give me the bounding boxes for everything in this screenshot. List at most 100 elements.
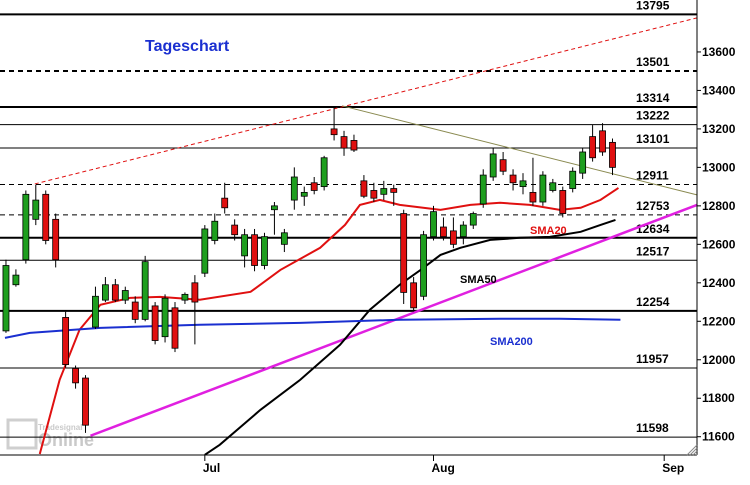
- candle-body: [121, 290, 129, 301]
- candle-body: [191, 282, 199, 303]
- level-label: 13314: [636, 91, 670, 105]
- candle-body: [141, 261, 149, 320]
- candle-body: [290, 176, 298, 201]
- x-tick-label: Aug: [432, 461, 455, 475]
- sma-label: SMA50: [460, 274, 497, 286]
- candle-body: [350, 140, 358, 151]
- trendline: [341, 105, 698, 196]
- candle-body: [549, 182, 557, 191]
- y-tick-label: 12400: [702, 276, 736, 290]
- candle-body: [459, 224, 467, 238]
- candle-body: [52, 218, 60, 261]
- level-label: 12634: [636, 222, 670, 236]
- hatch-line: [686, 444, 698, 456]
- candle-body: [559, 190, 567, 214]
- sma-line: [4, 317, 621, 339]
- candle-body: [271, 205, 278, 211]
- candle-body: [380, 188, 388, 195]
- candle-body: [62, 317, 70, 365]
- level-label: 12254: [636, 295, 670, 309]
- candle-body: [370, 190, 378, 199]
- candle-body: [251, 234, 258, 266]
- level-label: 11957: [636, 352, 669, 366]
- level-label: 12911: [636, 169, 669, 183]
- y-tick-label: 12200: [702, 314, 736, 328]
- level-label: 12753: [636, 199, 670, 213]
- candle-body: [111, 284, 119, 301]
- candle-body: [12, 274, 20, 286]
- candle-body: [430, 211, 437, 238]
- hatch-line: [689, 447, 698, 456]
- candle-body: [489, 153, 497, 178]
- candle-body: [280, 232, 288, 245]
- candle-body: [92, 295, 99, 328]
- x-tick-label: Sep: [662, 461, 684, 475]
- chart-title: Tageschart: [145, 38, 230, 55]
- candle-body: [261, 236, 268, 266]
- candle-body: [440, 226, 447, 238]
- sma-label: SMA200: [490, 336, 533, 348]
- candle-body: [479, 174, 487, 205]
- candle-body: [101, 284, 109, 301]
- candle-body: [32, 199, 40, 220]
- candle-body: [410, 282, 418, 309]
- candle-body: [579, 151, 587, 174]
- y-tick-label: 12000: [702, 353, 736, 367]
- candle-body: [390, 188, 398, 193]
- candle-body: [201, 228, 209, 274]
- candle-body: [539, 174, 547, 203]
- candle-body: [231, 224, 239, 236]
- level-label: 13222: [636, 109, 670, 123]
- y-tick-label: 11600: [702, 430, 735, 444]
- y-tick-label: 13000: [702, 160, 736, 174]
- candle-body: [42, 193, 50, 241]
- y-tick-label: 13600: [702, 45, 736, 59]
- candle-body: [449, 230, 457, 245]
- trendline: [34, 17, 698, 185]
- candle-body: [211, 220, 219, 241]
- x-tick-label: Jul: [203, 461, 220, 475]
- candle-body: [2, 265, 10, 332]
- level-label: 13101: [636, 132, 670, 146]
- candle-body: [360, 180, 368, 197]
- y-tick-label: 13400: [702, 83, 736, 97]
- candle-body: [310, 182, 318, 191]
- candle-body: [72, 368, 79, 384]
- candle-body: [131, 301, 139, 320]
- y-tick-label: 11800: [702, 391, 735, 405]
- watermark-text: Online: [38, 430, 94, 450]
- candle-body: [499, 159, 507, 172]
- y-tick-label: 13200: [702, 122, 736, 136]
- watermark-text: Tradesignal: [38, 423, 82, 432]
- y-tick-label: 12600: [702, 237, 736, 251]
- candle-body: [529, 191, 537, 203]
- candle-body: [340, 136, 348, 149]
- candle-body: [22, 193, 30, 261]
- candle-body: [400, 213, 408, 293]
- level-label: 12517: [636, 244, 670, 258]
- candle-body: [569, 170, 577, 189]
- candle-body: [161, 297, 169, 338]
- candle-body: [330, 128, 338, 136]
- sma-label: SMA20: [530, 225, 567, 237]
- level-label: 11598: [636, 421, 669, 435]
- candle-body: [221, 197, 229, 209]
- watermark-box: [6, 418, 38, 450]
- y-tick-label: 12800: [702, 199, 736, 213]
- candle-body: [171, 307, 179, 349]
- hatch-line: [692, 450, 698, 456]
- candle-body: [599, 130, 606, 153]
- candle-body: [519, 180, 527, 188]
- candle-body: [469, 213, 477, 226]
- candle-body: [509, 174, 517, 184]
- candle-body: [82, 377, 89, 426]
- candle-body: [589, 136, 596, 159]
- candle-body: [151, 305, 159, 341]
- hatch-line: [695, 453, 698, 456]
- candle-body: [241, 234, 248, 257]
- candle-body: [420, 234, 427, 297]
- watermark: Tradesignal Online: [6, 418, 94, 450]
- candle-body: [320, 157, 328, 188]
